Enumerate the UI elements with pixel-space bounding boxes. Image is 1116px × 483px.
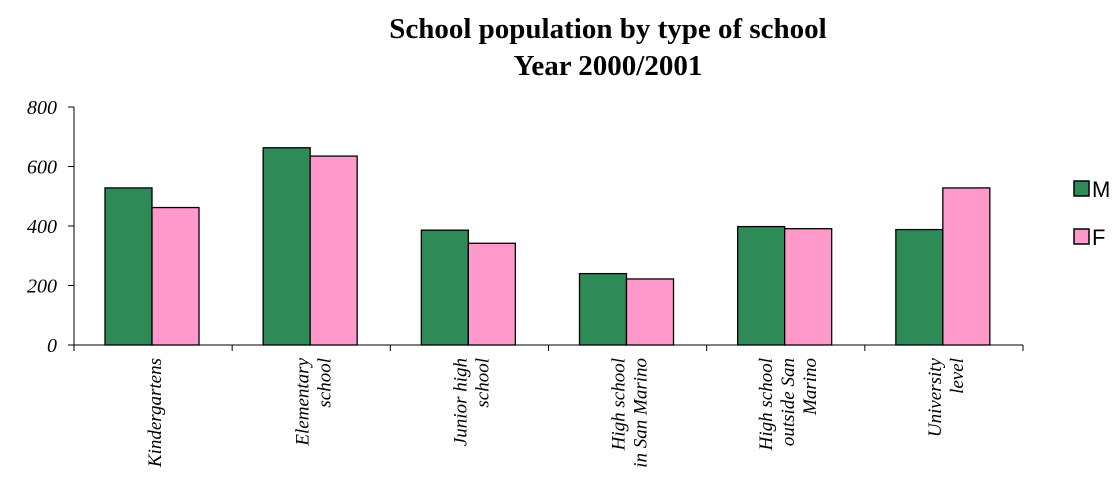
legend-label: F	[1092, 225, 1105, 250]
x-category-label: High school in San Marino	[609, 358, 652, 468]
y-tick-label: 600	[27, 157, 57, 179]
x-category-label-line: school	[472, 358, 493, 408]
x-category-label: Elementary school	[292, 357, 335, 446]
chart-subtitle: Year 2000/2001	[513, 50, 703, 82]
bar-f	[784, 228, 833, 346]
bar-m	[420, 229, 469, 346]
bar-m	[578, 272, 628, 346]
y-tick-label: 400	[27, 216, 57, 238]
y-tick-label: 0	[47, 335, 57, 357]
legend-swatch-m	[1073, 180, 1090, 197]
x-category-label-line: University	[925, 357, 946, 437]
x-category-label-line: Junior high	[450, 358, 471, 446]
y-tick-label: 200	[27, 276, 57, 298]
x-category-label-line: outside San	[778, 358, 799, 446]
x-category-label-line: in San Marino	[631, 358, 652, 468]
bar-m	[895, 228, 944, 346]
chart-title: School population by type of school	[389, 13, 827, 45]
bar-f	[625, 278, 675, 346]
legend-swatch-f	[1073, 228, 1090, 245]
bar-f	[309, 155, 358, 346]
bar-m	[104, 187, 153, 346]
bar-m	[262, 147, 311, 346]
legend-label: M	[1092, 177, 1110, 202]
x-category-label: University level	[925, 357, 968, 437]
x-category-label-line: Marino	[800, 358, 821, 416]
x-category-label: Kindergartens	[145, 358, 166, 468]
bar-f	[151, 206, 200, 346]
x-category-label-line: Elementary	[292, 357, 313, 446]
x-category-label: Junior high school	[450, 358, 493, 446]
x-category-label-line: school	[314, 358, 335, 408]
x-category-label-line: level	[947, 358, 968, 394]
x-category-label-line: High school	[609, 358, 630, 451]
y-tick-label: 800	[27, 97, 57, 119]
x-category-label-line: High school	[756, 358, 777, 451]
bar-f	[467, 242, 516, 346]
bar-f	[942, 187, 991, 346]
x-category-label-line: Kindergartens	[145, 358, 166, 468]
bar-m	[737, 225, 786, 346]
x-category-label: High school outside San Marino	[756, 358, 821, 451]
